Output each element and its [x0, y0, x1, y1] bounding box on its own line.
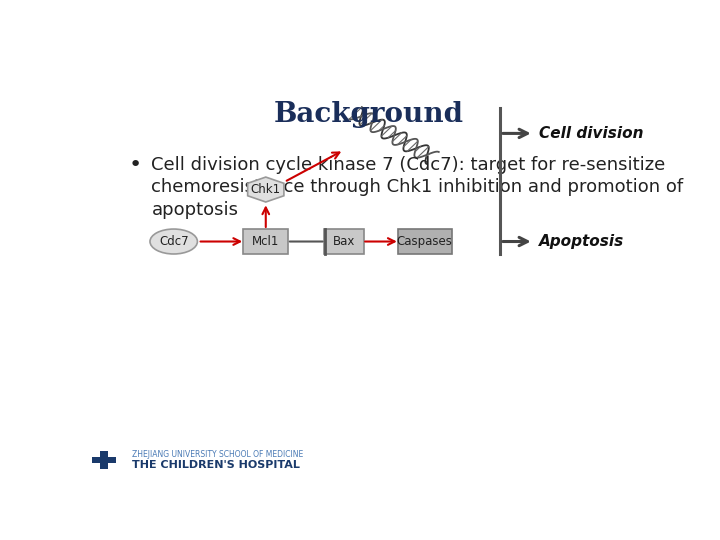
Text: THE CHILDREN'S HOSPITAL: THE CHILDREN'S HOSPITAL: [132, 460, 300, 470]
Text: •: •: [129, 154, 143, 174]
Text: Cdc7: Cdc7: [159, 235, 189, 248]
Text: Caspases: Caspases: [397, 235, 453, 248]
FancyBboxPatch shape: [243, 229, 289, 254]
FancyBboxPatch shape: [324, 229, 364, 254]
Text: Chk1: Chk1: [251, 183, 281, 196]
Text: ZHEJIANG UNIVERSITY SCHOOL OF MEDICINE: ZHEJIANG UNIVERSITY SCHOOL OF MEDICINE: [132, 450, 303, 460]
FancyBboxPatch shape: [398, 229, 451, 254]
Bar: [91, 457, 116, 463]
Bar: [100, 451, 108, 469]
Text: Background: Background: [274, 101, 464, 128]
Text: Cell division: Cell division: [539, 126, 644, 141]
Polygon shape: [248, 177, 284, 202]
Text: chemoresistance through Chk1 inhibition and promotion of: chemoresistance through Chk1 inhibition …: [151, 178, 683, 197]
Text: Bax: Bax: [333, 235, 355, 248]
Text: apoptosis: apoptosis: [151, 201, 238, 219]
Text: Cell division cycle kinase 7 (Cdc7): target for re-sensitize: Cell division cycle kinase 7 (Cdc7): tar…: [151, 156, 665, 173]
Text: Mcl1: Mcl1: [252, 235, 279, 248]
Text: Apoptosis: Apoptosis: [539, 234, 624, 249]
Ellipse shape: [150, 229, 197, 254]
